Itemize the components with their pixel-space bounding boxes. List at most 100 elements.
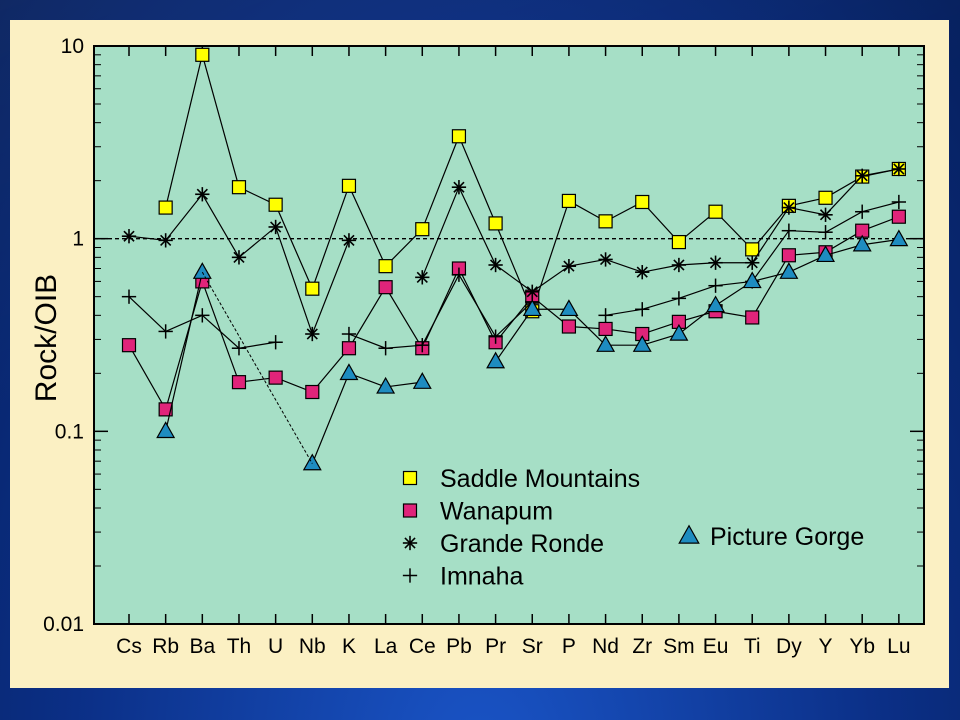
data-point-picture-gorge <box>779 262 799 279</box>
picture-gorge-dashed-connector <box>201 271 313 464</box>
data-point-grande-ronde <box>231 250 247 265</box>
data-point-wanapum <box>561 319 577 334</box>
asterisk-stroke <box>709 257 722 269</box>
data-point-grande-ronde <box>488 257 503 273</box>
data-point-wanapum <box>891 209 906 224</box>
series-line-imnaha <box>348 273 533 349</box>
data-point-grande-ronde <box>598 252 613 267</box>
x-tick-label: K <box>342 635 356 658</box>
data-point-picture-gorge <box>596 335 616 352</box>
asterisk-stroke <box>196 188 208 200</box>
x-tick-label: Ce <box>409 635 436 658</box>
legend-marker-grande-ronde <box>402 535 418 551</box>
data-point-saddle-mountains <box>451 129 467 144</box>
data-point-imnaha <box>781 223 797 238</box>
x-tick-label: Yb <box>849 635 875 658</box>
asterisk-stroke <box>343 234 355 246</box>
asterisk-stroke <box>123 230 135 242</box>
data-point-wanapum <box>121 338 137 353</box>
chart: 0.01 0.1 1 10 Cs Rb Ba Th U Nb K La Ce Pb Pr Sr P Nd Zr Sm E… <box>30 35 925 658</box>
x-tick-label: Zr <box>632 635 652 658</box>
x-tick-label: La <box>374 635 398 658</box>
asterisk-stroke <box>563 260 575 272</box>
x-tick-label: Pr <box>485 635 506 658</box>
data-point-imnaha <box>378 341 393 356</box>
data-point-grande-ronde <box>158 233 173 248</box>
asterisk-stroke <box>893 163 905 175</box>
data-point-grande-ronde <box>305 326 320 342</box>
legend-label-saddle-mountains: Saddle Mountains <box>440 465 640 493</box>
legend-label-wanapum: Wanapum <box>440 498 553 526</box>
data-point-wanapum <box>341 341 357 356</box>
series-line-picture-gorge <box>165 272 203 432</box>
x-tick-label: U <box>268 635 283 658</box>
data-point-wanapum <box>158 402 173 417</box>
legend-marker-imnaha <box>402 568 418 583</box>
asterisk-stroke <box>526 286 538 298</box>
x-tick-label: P <box>562 635 576 658</box>
series-line-picture-gorge <box>495 238 899 362</box>
ticks-group <box>94 45 924 625</box>
data-point-saddle-mountains <box>598 214 613 229</box>
data-point-imnaha <box>891 194 907 210</box>
asterisk-stroke <box>819 209 832 221</box>
data-point-imnaha <box>195 308 210 323</box>
x-tick-label: Th <box>227 635 252 658</box>
x-tick-label: Y <box>819 635 833 658</box>
data-point-wanapum <box>305 384 320 400</box>
data-point-saddle-mountains <box>341 178 357 193</box>
data-point-wanapum <box>781 248 796 263</box>
data-point-grande-ronde <box>891 161 907 177</box>
tick-labels-group: 0.01 0.1 1 10 Cs Rb Ba Th U Nb K La Ce Pb Pr Sr P Nd Zr Sm E… <box>43 35 910 658</box>
data-point-saddle-mountains <box>708 204 723 219</box>
asterisk-stroke <box>453 181 465 193</box>
asterisk-stroke <box>416 271 428 283</box>
data-point-grande-ronde <box>855 168 870 183</box>
data-point-saddle-mountains <box>378 259 393 274</box>
data-point-saddle-mountains <box>488 216 503 231</box>
legend-label-picture-gorge: Picture Gorge <box>710 523 864 551</box>
data-point-grande-ronde <box>561 259 577 274</box>
data-point-imnaha <box>635 302 650 317</box>
x-tick-label: Ti <box>744 635 761 658</box>
x-tick-label: Lu <box>887 635 910 658</box>
asterisk-stroke <box>270 221 282 233</box>
data-point-imnaha <box>158 324 173 339</box>
data-point-imnaha <box>415 338 430 353</box>
asterisk-stroke <box>636 266 648 278</box>
data-point-imnaha <box>855 204 870 219</box>
data-point-grande-ronde <box>415 270 430 285</box>
data-point-saddle-mountains <box>268 197 283 212</box>
y-axis-title: Rock/OIB <box>30 274 63 402</box>
data-point-imnaha <box>671 291 687 306</box>
y-tick-label: 0.1 <box>55 420 84 443</box>
data-point-saddle-mountains <box>195 47 210 62</box>
asterisk-stroke <box>856 170 868 182</box>
data-point-picture-gorge <box>522 299 542 317</box>
data-point-picture-gorge <box>559 299 579 317</box>
data-point-picture-gorge <box>376 376 396 394</box>
series-grande-ronde <box>121 161 907 342</box>
data-point-saddle-mountains <box>745 242 760 257</box>
legend-label-grande-ronde: Grande Ronde <box>440 530 604 558</box>
asterisk-stroke <box>783 201 795 214</box>
data-point-imnaha <box>231 341 247 356</box>
legend: Saddle Mountains Wanapum Grande Ronde Imnah… <box>402 465 864 591</box>
data-point-wanapum <box>231 375 247 390</box>
data-point-imnaha <box>341 326 357 342</box>
x-tick-label: Cs <box>116 635 142 658</box>
data-point-wanapum <box>378 280 393 295</box>
y-tick-label: 10 <box>61 35 84 58</box>
data-point-grande-ronde <box>708 255 723 270</box>
data-point-saddle-mountains <box>561 193 577 209</box>
x-tick-label: Rb <box>152 635 179 658</box>
data-point-picture-gorge <box>486 351 506 369</box>
x-tick-label: Pb <box>446 635 472 658</box>
asterisk-stroke <box>306 328 318 340</box>
series-group <box>121 47 909 471</box>
y-tick-label: 1 <box>72 228 84 251</box>
data-point-saddle-mountains <box>818 190 833 205</box>
data-point-grande-ronde <box>781 200 797 215</box>
data-point-imnaha <box>488 329 503 344</box>
data-point-picture-gorge <box>412 372 432 389</box>
